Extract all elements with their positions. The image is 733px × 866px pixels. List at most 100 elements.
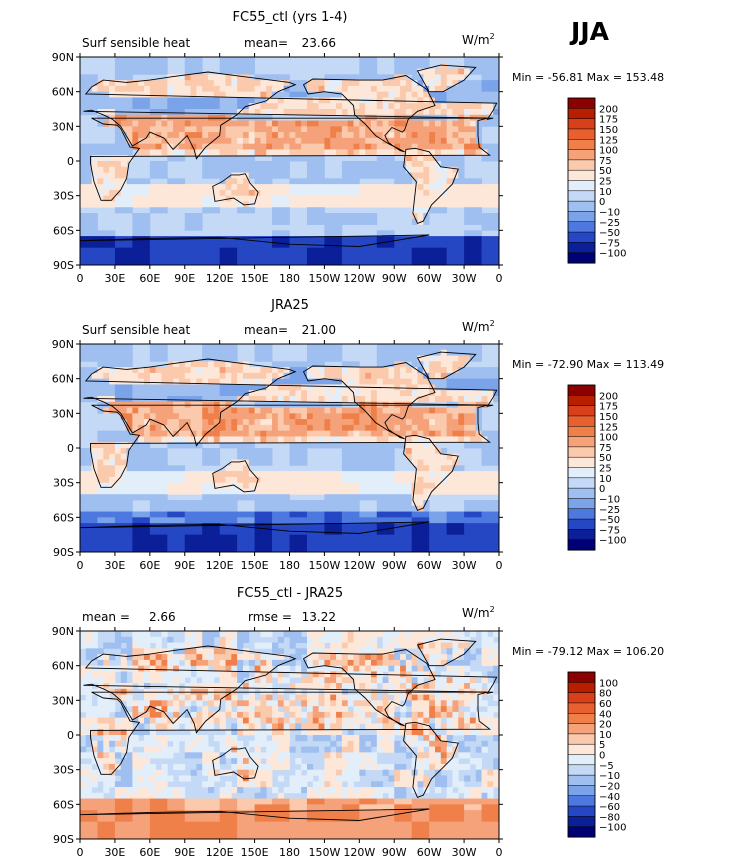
heatmap-cell — [388, 654, 395, 661]
heatmap-cell — [429, 149, 436, 156]
heatmap-cell — [126, 372, 133, 380]
heatmap-cell — [219, 494, 226, 501]
heatmap-cell — [370, 236, 378, 243]
heatmap-cell — [196, 143, 203, 150]
heatmap-cell — [208, 184, 215, 191]
heatmap-cell — [376, 448, 384, 455]
heatmap-cell — [254, 149, 261, 156]
heatmap-cell — [301, 109, 308, 116]
heatmap-cell — [173, 424, 180, 432]
heatmap-cell — [248, 459, 255, 466]
heatmap-cell — [109, 247, 116, 254]
heatmap-cell — [475, 344, 482, 351]
heatmap-cell — [173, 155, 180, 162]
heatmap-cell — [423, 453, 430, 460]
heatmap-cell — [429, 236, 436, 243]
heatmap-cell — [452, 654, 459, 661]
heatmap-cell — [417, 253, 424, 260]
heatmap-cell — [277, 654, 285, 661]
heatmap-cell — [493, 114, 500, 121]
heatmap-cell — [353, 494, 360, 501]
heatmap-cell — [336, 528, 343, 536]
heatmap-cell — [178, 671, 186, 678]
heatmap-cell — [208, 126, 215, 133]
heatmap-cell — [464, 189, 471, 197]
heatmap-cell — [382, 424, 389, 432]
heatmap-cell — [464, 57, 471, 64]
heatmap-cell — [289, 534, 296, 541]
heatmap-cell — [405, 97, 413, 104]
heatmap-cell — [324, 349, 331, 356]
heatmap-cell — [80, 453, 87, 460]
heatmap-cell — [225, 665, 232, 672]
heatmap-cell — [388, 241, 395, 249]
heatmap-cell — [91, 241, 98, 249]
heatmap-cell — [266, 494, 273, 501]
heatmap-cell — [114, 172, 122, 179]
heatmap-cell — [190, 224, 197, 231]
heatmap-cell — [324, 482, 331, 489]
heatmap-cell — [114, 505, 122, 512]
heatmap-cell — [469, 471, 477, 478]
heatmap-cell — [149, 172, 157, 179]
heatmap-cell — [446, 367, 453, 374]
heatmap-cell — [248, 68, 255, 75]
heatmap-cell — [283, 407, 290, 414]
heatmap-cell — [295, 120, 302, 127]
heatmap-cell — [132, 654, 139, 661]
heatmap-cell — [190, 390, 197, 397]
heatmap-cell — [85, 166, 93, 173]
heatmap-cell — [167, 97, 174, 104]
heatmap-cell — [417, 195, 424, 202]
heatmap-cell — [394, 236, 401, 243]
heatmap-cell — [254, 396, 261, 403]
heatmap-cell — [434, 149, 442, 156]
heatmap-cell — [458, 540, 465, 547]
heatmap-cell — [155, 648, 162, 655]
heatmap-cell — [295, 195, 302, 202]
heatmap-cell — [312, 636, 319, 643]
heatmap-cell — [277, 103, 285, 110]
heatmap-cell — [417, 671, 424, 678]
heatmap-cell — [400, 189, 407, 197]
heatmap-cell — [260, 378, 267, 385]
heatmap-cell — [283, 631, 290, 638]
heatmap-cell — [475, 132, 482, 139]
colorbar-label: −50 — [599, 228, 620, 239]
heatmap-cell — [225, 419, 232, 426]
heatmap-cell — [260, 488, 267, 495]
heatmap-cell — [469, 482, 477, 489]
heatmap-cell — [452, 68, 459, 75]
heatmap-cell — [324, 195, 331, 202]
heatmap-cell — [353, 665, 360, 672]
heatmap-cell — [452, 143, 459, 150]
heatmap-cell — [254, 74, 261, 81]
heatmap-cell — [202, 517, 209, 524]
x-tick-label: 180 — [279, 272, 300, 285]
heatmap-cell — [80, 143, 87, 150]
heatmap-cell — [219, 137, 226, 145]
heatmap-cell — [184, 97, 191, 104]
colorbar-label: 0 — [599, 484, 605, 495]
heatmap-cell — [237, 471, 244, 478]
heatmap-cell — [446, 390, 453, 397]
x-tick-label: 150W — [308, 559, 340, 572]
heatmap-cell — [254, 534, 261, 541]
heatmap-cell — [144, 671, 151, 678]
heatmap-cell — [126, 97, 133, 104]
heatmap-cell — [336, 247, 343, 254]
heatmap-cell — [85, 482, 93, 489]
heatmap-cell — [120, 68, 127, 75]
heatmap-cell — [161, 80, 168, 87]
heatmap-cell — [237, 642, 244, 649]
heatmap-cell — [370, 511, 378, 518]
heatmap-cell — [370, 419, 378, 426]
heatmap-cell — [167, 534, 174, 541]
heatmap-cell — [178, 500, 186, 507]
heatmap-cell — [173, 488, 180, 495]
heatmap-cell — [178, 482, 186, 489]
heatmap-cell — [388, 132, 395, 139]
heatmap-cell — [370, 654, 378, 661]
heatmap-cell — [167, 424, 174, 432]
heatmap-cell — [295, 137, 302, 145]
